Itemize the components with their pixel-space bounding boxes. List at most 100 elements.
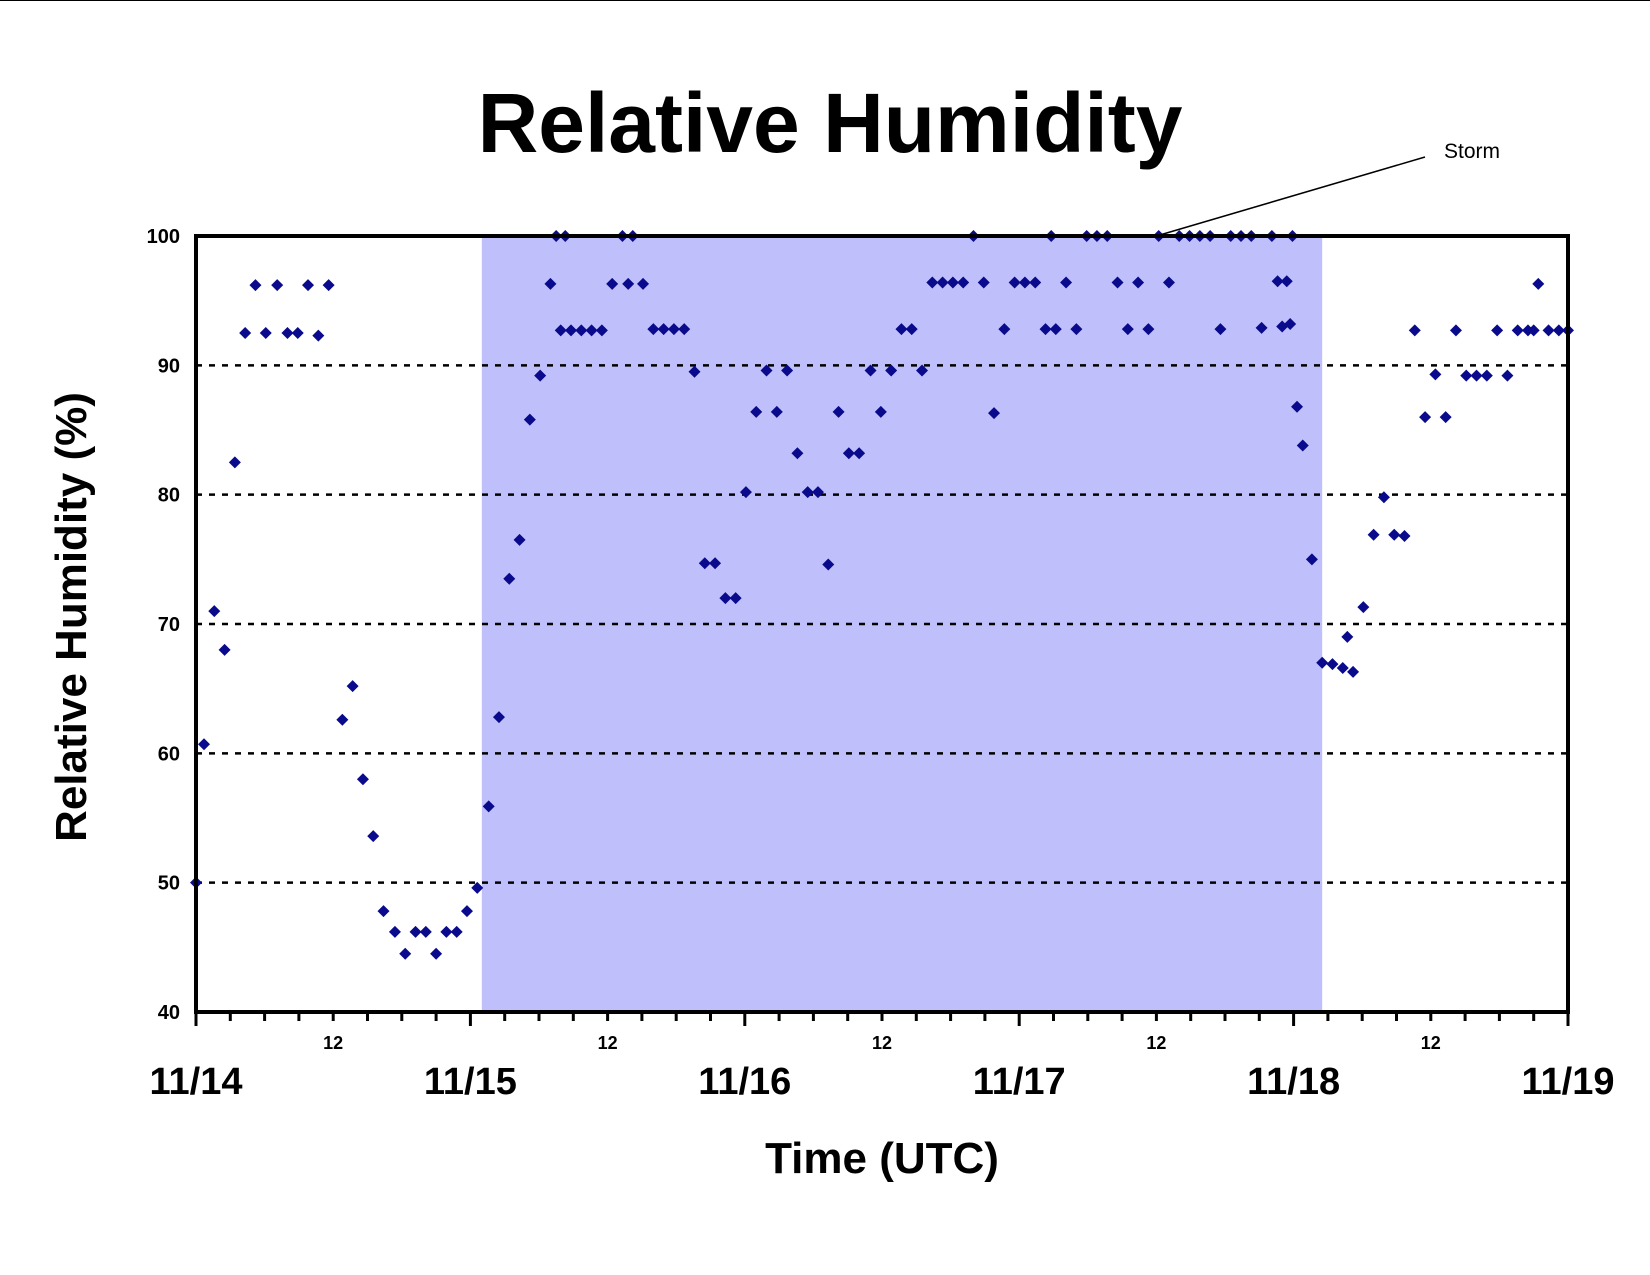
data-point [1284, 317, 1297, 330]
date-tick-label: 11/17 [973, 1061, 1066, 1103]
data-point [1429, 368, 1442, 381]
date-tick-label: 11/16 [698, 1061, 791, 1103]
data-point [842, 447, 855, 460]
data-point [1029, 276, 1042, 289]
data-point [957, 276, 970, 289]
data-point [1336, 661, 1349, 674]
data-point [346, 680, 359, 693]
y-tick-label: 100 [147, 226, 180, 248]
data-point [271, 279, 284, 292]
data-point [198, 738, 211, 751]
data-point [874, 405, 887, 418]
data-point [719, 592, 732, 605]
data-point [1296, 439, 1309, 452]
data-point [647, 323, 660, 336]
data-point [709, 557, 722, 570]
data-point [750, 405, 763, 418]
data-point [1460, 369, 1473, 382]
data-point [1341, 630, 1354, 643]
date-tick-label: 11/15 [424, 1061, 517, 1103]
data-point [791, 447, 804, 460]
data-point [637, 277, 650, 290]
data-point [1388, 528, 1401, 541]
date-tick-label: 11/19 [1522, 1061, 1615, 1103]
data-point [336, 713, 349, 726]
y-tick-label: 60 [158, 743, 180, 765]
data-point [419, 925, 432, 938]
data-point [1060, 276, 1073, 289]
hour-tick-label: 12 [872, 1033, 892, 1053]
data-point [1439, 411, 1452, 424]
data-point [916, 364, 929, 377]
data-point [259, 327, 272, 339]
data-point [1398, 530, 1411, 543]
data-point [760, 364, 773, 377]
data-point [936, 276, 949, 289]
data-point [678, 323, 691, 336]
data-point [667, 323, 680, 336]
data-point [291, 327, 304, 339]
data-point [503, 572, 516, 585]
data-point [622, 277, 635, 290]
data-point [1377, 491, 1390, 504]
data-point [1039, 323, 1052, 336]
data-point [1132, 276, 1145, 289]
data-point [575, 324, 588, 337]
data-point [228, 456, 241, 469]
data-point [1111, 276, 1124, 289]
data-point [1347, 665, 1360, 678]
data-point [822, 558, 835, 571]
data-point [1142, 323, 1155, 336]
data-point [1326, 658, 1339, 671]
y-tick-label: 80 [158, 485, 180, 507]
data-point [585, 324, 598, 337]
data-point [322, 279, 335, 292]
data-point [688, 365, 701, 378]
data-point [1419, 411, 1432, 424]
data-point [239, 327, 252, 339]
data-point [208, 605, 221, 618]
data-point [1449, 324, 1462, 337]
data-point [770, 405, 783, 418]
data-point [1491, 324, 1504, 337]
data-point [482, 800, 495, 813]
data-point [1121, 323, 1134, 336]
data-point [811, 486, 824, 499]
data-point [885, 364, 898, 377]
data-point [544, 277, 557, 290]
data-point [698, 557, 711, 570]
data-point [367, 830, 380, 843]
page-top-border [0, 0, 1650, 1]
data-point [739, 486, 752, 499]
data-point [565, 324, 578, 337]
data-point [492, 711, 505, 724]
data-point [801, 486, 814, 499]
data-point [356, 773, 369, 786]
y-tick-label: 90 [158, 355, 180, 377]
y-axis-title: Relative Humidity (%) [47, 392, 96, 842]
data-point [249, 279, 262, 292]
data-point [460, 905, 473, 918]
data-point [657, 323, 670, 336]
data-point [377, 905, 390, 918]
data-point [1501, 369, 1514, 382]
data-point [895, 323, 908, 336]
hour-tick-label: 12 [1421, 1033, 1441, 1053]
hour-tick-label: 12 [1146, 1033, 1166, 1053]
data-point [409, 925, 422, 938]
data-point [1542, 324, 1555, 337]
data-point [554, 324, 567, 337]
data-point [1552, 324, 1565, 337]
data-point [388, 925, 401, 938]
y-tick-label: 40 [158, 1002, 180, 1024]
data-point [1255, 321, 1268, 334]
data-point [1316, 656, 1329, 669]
data-point [218, 643, 231, 656]
data-point [977, 276, 990, 289]
plot-area-frame [194, 234, 1570, 1014]
data-point [832, 405, 845, 418]
data-point [1008, 276, 1021, 289]
chart-title: Relative Humidity [478, 76, 1183, 170]
data-point [781, 364, 794, 377]
